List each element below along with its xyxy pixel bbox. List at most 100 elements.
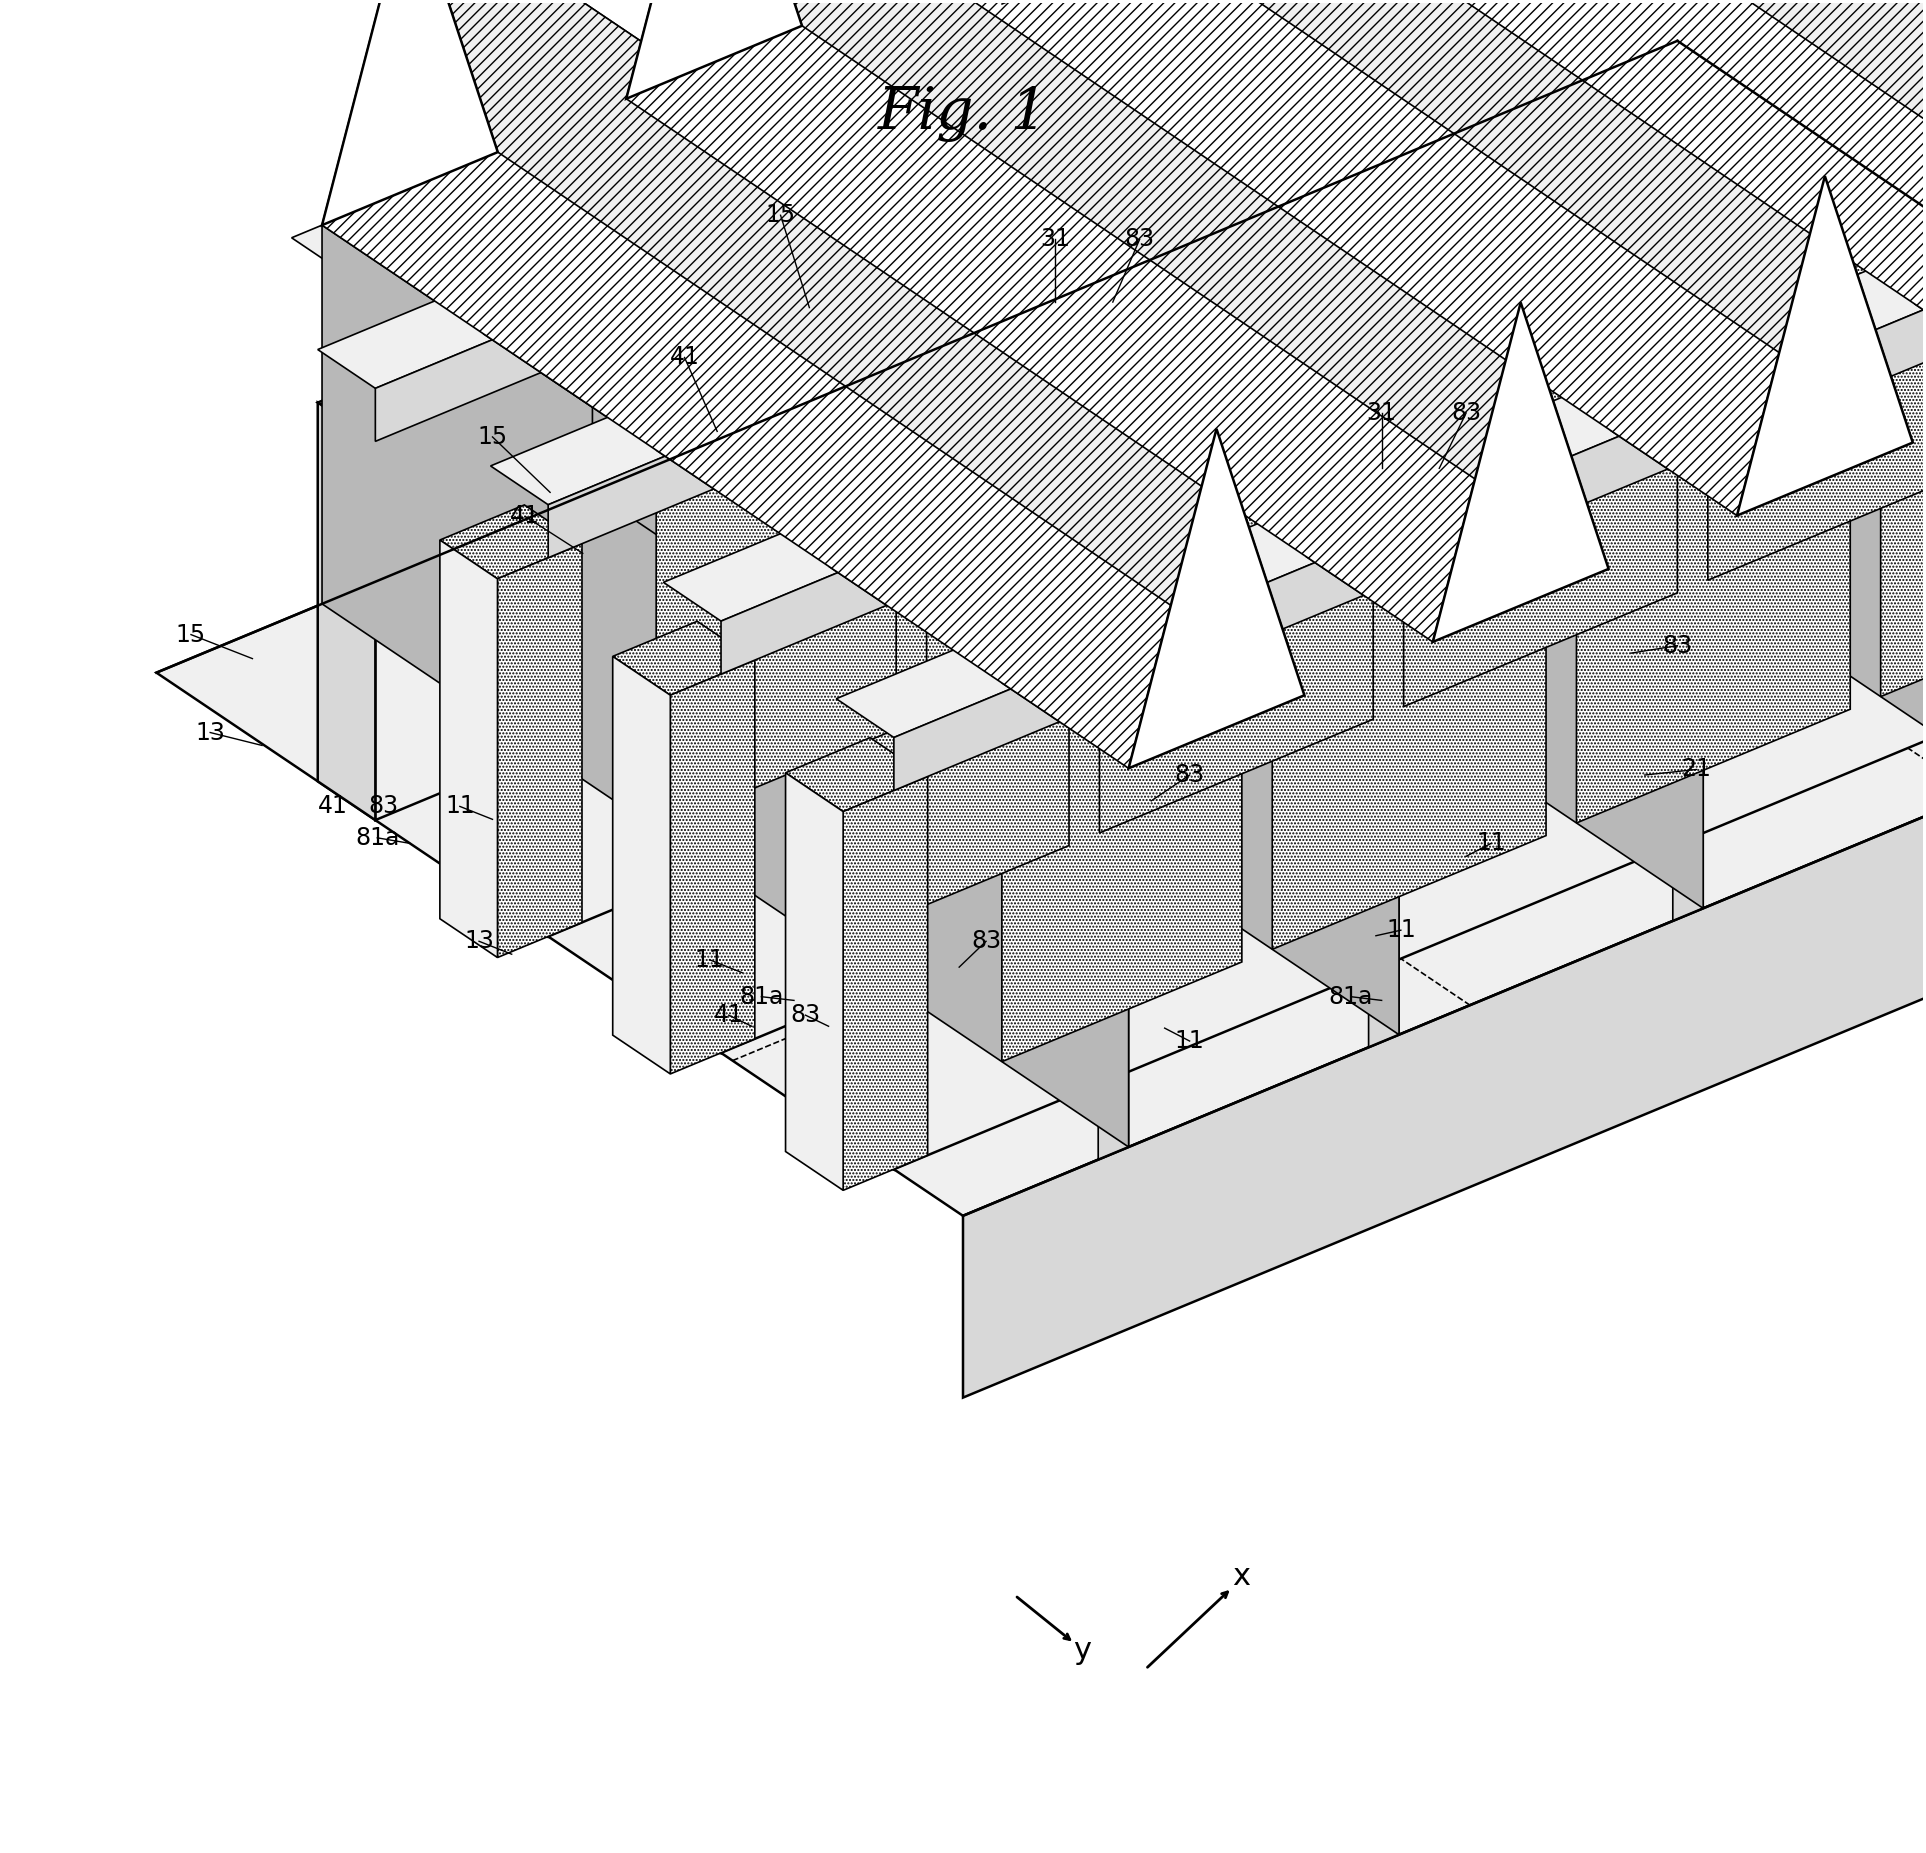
- Polygon shape: [1265, 124, 1498, 235]
- Polygon shape: [1404, 215, 1678, 706]
- Text: 41: 41: [510, 504, 539, 528]
- Polygon shape: [626, 0, 801, 98]
- Polygon shape: [836, 120, 1926, 791]
- Polygon shape: [1419, 0, 1776, 85]
- Text: 81a: 81a: [740, 984, 784, 1008]
- Polygon shape: [886, 506, 1242, 684]
- Polygon shape: [657, 350, 896, 828]
- Polygon shape: [1129, 428, 1304, 769]
- Polygon shape: [894, 106, 1926, 791]
- Polygon shape: [322, 224, 1129, 1147]
- Polygon shape: [549, 0, 1926, 936]
- Polygon shape: [930, 0, 1826, 515]
- Polygon shape: [786, 737, 928, 812]
- Polygon shape: [963, 584, 1926, 1397]
- Polygon shape: [318, 402, 376, 821]
- Polygon shape: [1019, 0, 1913, 443]
- Text: 11: 11: [695, 947, 724, 971]
- Polygon shape: [1593, 24, 1926, 202]
- Polygon shape: [1003, 0, 1090, 4]
- Polygon shape: [1577, 330, 1851, 823]
- Polygon shape: [715, 0, 1608, 569]
- Polygon shape: [156, 41, 1926, 1216]
- Polygon shape: [1306, 484, 1539, 595]
- Polygon shape: [788, 135, 1021, 246]
- Polygon shape: [1766, 141, 1926, 319]
- Text: 15: 15: [765, 204, 795, 228]
- Text: x: x: [1233, 1562, 1250, 1592]
- Polygon shape: [926, 224, 1200, 717]
- Text: 31: 31: [1040, 228, 1071, 252]
- Polygon shape: [670, 660, 755, 1075]
- Polygon shape: [549, 0, 1926, 558]
- Polygon shape: [811, 146, 1200, 337]
- Polygon shape: [1158, 380, 1547, 571]
- Text: 15: 15: [478, 424, 508, 448]
- Polygon shape: [491, 0, 1926, 558]
- Text: 11: 11: [1387, 919, 1416, 941]
- Polygon shape: [1115, 20, 1504, 211]
- Polygon shape: [612, 656, 670, 1075]
- Polygon shape: [663, 4, 1926, 674]
- Polygon shape: [828, 493, 1063, 606]
- Polygon shape: [1914, 232, 1926, 343]
- Text: 13: 13: [195, 721, 225, 745]
- Text: 15: 15: [175, 623, 206, 647]
- Polygon shape: [984, 263, 1373, 454]
- Polygon shape: [1288, 137, 1678, 328]
- Text: 83: 83: [1662, 634, 1693, 658]
- Polygon shape: [1235, 0, 1926, 389]
- Polygon shape: [318, 0, 1897, 441]
- Text: 83: 83: [1450, 400, 1481, 424]
- Text: 83: 83: [971, 930, 1002, 952]
- Polygon shape: [1433, 302, 1608, 641]
- Text: 81a: 81a: [1329, 984, 1373, 1008]
- Polygon shape: [715, 389, 1069, 567]
- Polygon shape: [491, 519, 549, 936]
- Polygon shape: [836, 752, 894, 1169]
- Polygon shape: [720, 43, 1926, 1053]
- Polygon shape: [1171, 0, 1926, 415]
- Text: 31: 31: [1367, 400, 1396, 424]
- Polygon shape: [1880, 219, 1926, 697]
- Text: 13: 13: [464, 930, 493, 952]
- Polygon shape: [1100, 341, 1373, 834]
- Polygon shape: [626, 0, 1522, 641]
- Polygon shape: [1441, 0, 1926, 304]
- Polygon shape: [1098, 769, 1129, 1160]
- Polygon shape: [1002, 610, 1235, 721]
- Polygon shape: [1231, 98, 1504, 591]
- Polygon shape: [1741, 115, 1926, 226]
- Polygon shape: [1610, 358, 1843, 469]
- Polygon shape: [1323, 0, 1926, 317]
- Polygon shape: [1678, 41, 1926, 765]
- Polygon shape: [844, 776, 928, 1190]
- Text: y: y: [1073, 1636, 1090, 1666]
- Polygon shape: [1674, 530, 1703, 921]
- Polygon shape: [663, 636, 720, 1053]
- Polygon shape: [439, 504, 582, 578]
- Polygon shape: [1200, 0, 1926, 782]
- Polygon shape: [657, 378, 890, 489]
- Text: 83: 83: [1125, 228, 1156, 252]
- Text: Fig. 1: Fig. 1: [878, 85, 1048, 143]
- Polygon shape: [828, 467, 1069, 945]
- Polygon shape: [483, 261, 716, 372]
- Text: 11: 11: [1475, 832, 1506, 856]
- Text: 11: 11: [445, 795, 474, 819]
- Polygon shape: [491, 0, 1926, 504]
- Polygon shape: [1471, 0, 1926, 669]
- Text: 41: 41: [318, 795, 349, 819]
- Text: 41: 41: [715, 1002, 743, 1027]
- Polygon shape: [836, 67, 1926, 737]
- Polygon shape: [1570, 0, 1803, 109]
- Polygon shape: [1535, 0, 1776, 463]
- Polygon shape: [322, 0, 497, 224]
- Polygon shape: [1092, 7, 1325, 120]
- Polygon shape: [1437, 241, 1670, 352]
- Polygon shape: [898, 0, 1703, 908]
- Polygon shape: [1273, 458, 1547, 949]
- Polygon shape: [663, 0, 1926, 621]
- Polygon shape: [439, 539, 497, 958]
- Polygon shape: [497, 543, 582, 958]
